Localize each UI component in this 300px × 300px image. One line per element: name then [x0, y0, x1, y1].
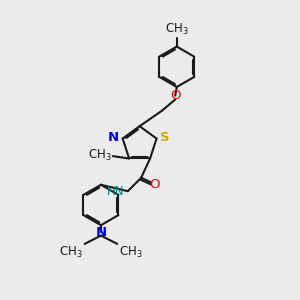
- Text: N: N: [95, 226, 106, 238]
- Text: HN: HN: [107, 185, 125, 198]
- Text: CH$_3$: CH$_3$: [165, 22, 189, 37]
- Text: O: O: [170, 89, 181, 102]
- Text: S: S: [160, 130, 170, 144]
- Text: O: O: [150, 178, 160, 191]
- Text: CH$_3$: CH$_3$: [59, 244, 83, 260]
- Text: CH$_3$: CH$_3$: [88, 148, 111, 164]
- Text: N: N: [108, 130, 119, 144]
- Text: CH$_3$: CH$_3$: [119, 244, 142, 260]
